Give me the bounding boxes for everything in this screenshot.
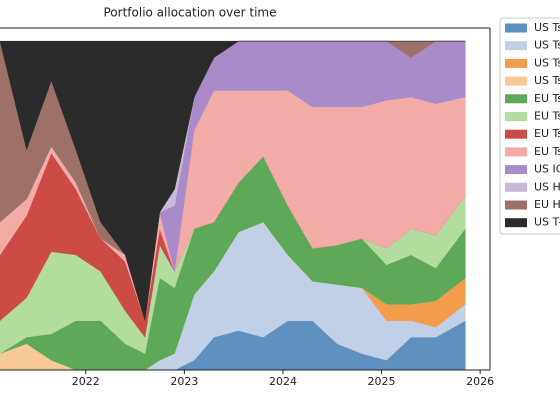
legend-label: EU Ts [534, 110, 560, 123]
x-tick-label: 2022 [72, 375, 100, 388]
x-tick-label: 2024 [269, 375, 297, 388]
legend-swatch [505, 76, 527, 86]
legend-box [499, 17, 560, 235]
legend-swatch [505, 147, 527, 157]
x-tick-label: 2025 [368, 375, 396, 388]
legend-swatch [505, 182, 527, 192]
legend-swatch [505, 200, 527, 210]
legend-label: US Ts [534, 56, 560, 69]
legend-label: US Ts [534, 39, 560, 52]
legend-label: EU Ts [534, 127, 560, 140]
legend-label: EU Ts [534, 145, 560, 158]
legend-swatch [505, 165, 527, 175]
legend-label: US T- [534, 216, 560, 229]
legend-label: EU Ts [534, 92, 560, 105]
legend-swatch [505, 94, 527, 104]
legend-label: US IG [534, 163, 560, 176]
legend-swatch [505, 129, 527, 139]
plot-area [0, 40, 466, 371]
x-tick-label: 2026 [466, 375, 494, 388]
legend-swatch [505, 41, 527, 51]
legend-swatch [505, 218, 527, 228]
legend-label: EU H [534, 198, 560, 211]
legend-label: US H [534, 180, 560, 193]
chart-title: Portfolio allocation over time [104, 6, 277, 20]
legend-label: US Ts [534, 21, 560, 34]
legend-swatch [505, 58, 527, 68]
legend-swatch [505, 112, 527, 121]
legend-swatch [505, 23, 527, 33]
x-tick-label: 2023 [170, 375, 198, 388]
area [0, 40, 466, 321]
legend-label: US Ts [534, 74, 560, 87]
